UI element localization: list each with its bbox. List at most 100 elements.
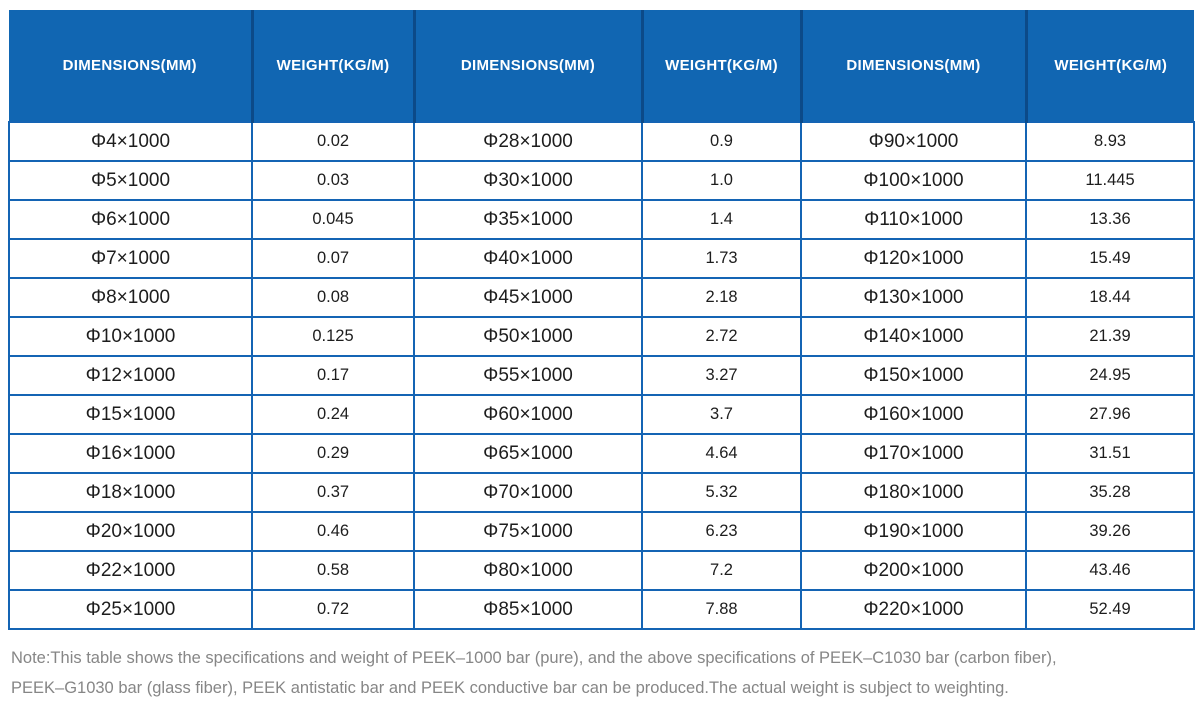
table-row: Φ25×1000 0.72 Φ85×1000 7.88 Φ220×1000 52.49 xyxy=(8,589,1195,630)
header-weight-3: WEIGHT(KG/M) xyxy=(1024,10,1194,122)
dimension-cell: Φ45×1000 xyxy=(413,277,643,318)
weight-cell: 0.07 xyxy=(251,238,415,279)
weight-cell: 3.7 xyxy=(641,394,802,435)
dimension-cell: Φ28×1000 xyxy=(413,121,643,162)
weight-cell: 0.125 xyxy=(251,316,415,357)
dimension-cell: Φ200×1000 xyxy=(800,550,1027,591)
dimension-cell: Φ60×1000 xyxy=(413,394,643,435)
dimension-cell: Φ6×1000 xyxy=(8,199,253,240)
dimension-cell: Φ85×1000 xyxy=(413,589,643,630)
dimension-cell: Φ220×1000 xyxy=(800,589,1027,630)
table-row: Φ6×1000 0.045 Φ35×1000 1.4 Φ110×1000 13.36 xyxy=(8,199,1195,240)
dimension-cell: Φ110×1000 xyxy=(800,199,1027,240)
weight-cell: 6.23 xyxy=(641,511,802,552)
weight-cell: 0.02 xyxy=(251,121,415,162)
table-row: Φ10×1000 0.125 Φ50×1000 2.72 Φ140×1000 21.39 xyxy=(8,316,1195,357)
table-row: Φ18×1000 0.37 Φ70×1000 5.32 Φ180×1000 35.28 xyxy=(8,472,1195,513)
table-row: Φ5×1000 0.03 Φ30×1000 1.0 Φ100×1000 11.445 xyxy=(8,160,1195,201)
table-row: Φ7×1000 0.07 Φ40×1000 1.73 Φ120×1000 15.49 xyxy=(8,238,1195,279)
weight-cell: 21.39 xyxy=(1025,316,1195,357)
weight-cell: 1.4 xyxy=(641,199,802,240)
weight-cell: 0.9 xyxy=(641,121,802,162)
dimension-cell: Φ80×1000 xyxy=(413,550,643,591)
weight-cell: 8.93 xyxy=(1025,121,1195,162)
dimension-cell: Φ100×1000 xyxy=(800,160,1027,201)
weight-cell: 4.64 xyxy=(641,433,802,474)
weight-cell: 0.24 xyxy=(251,394,415,435)
weight-cell: 0.17 xyxy=(251,355,415,396)
weight-cell: 7.2 xyxy=(641,550,802,591)
table-row: Φ4×1000 0.02 Φ28×1000 0.9 Φ90×1000 8.93 xyxy=(8,121,1195,162)
dimension-cell: Φ7×1000 xyxy=(8,238,253,279)
dimension-cell: Φ20×1000 xyxy=(8,511,253,552)
weight-cell: 0.46 xyxy=(251,511,415,552)
dimension-cell: Φ4×1000 xyxy=(8,121,253,162)
table-row: Φ20×1000 0.46 Φ75×1000 6.23 Φ190×1000 39.26 xyxy=(8,511,1195,552)
weight-cell: 18.44 xyxy=(1025,277,1195,318)
weight-cell: 1.0 xyxy=(641,160,802,201)
dimension-cell: Φ40×1000 xyxy=(413,238,643,279)
dimension-cell: Φ55×1000 xyxy=(413,355,643,396)
table-row: Φ16×1000 0.29 Φ65×1000 4.64 Φ170×1000 31.51 xyxy=(8,433,1195,474)
dimension-cell: Φ150×1000 xyxy=(800,355,1027,396)
dimension-cell: Φ22×1000 xyxy=(8,550,253,591)
weight-cell: 0.045 xyxy=(251,199,415,240)
dimension-cell: Φ15×1000 xyxy=(8,394,253,435)
weight-cell: 1.73 xyxy=(641,238,802,279)
dimension-cell: Φ30×1000 xyxy=(413,160,643,201)
weight-cell: 0.72 xyxy=(251,589,415,630)
weight-cell: 0.58 xyxy=(251,550,415,591)
weight-cell: 31.51 xyxy=(1025,433,1195,474)
weight-cell: 27.96 xyxy=(1025,394,1195,435)
weight-cell: 2.72 xyxy=(641,316,802,357)
weight-cell: 39.26 xyxy=(1025,511,1195,552)
dimension-cell: Φ170×1000 xyxy=(800,433,1027,474)
table-row: Φ12×1000 0.17 Φ55×1000 3.27 Φ150×1000 24.95 xyxy=(8,355,1195,396)
dimension-cell: Φ10×1000 xyxy=(8,316,253,357)
weight-cell: 0.29 xyxy=(251,433,415,474)
header-dimensions-1: DIMENSIONS(MM) xyxy=(9,10,254,122)
dimension-cell: Φ130×1000 xyxy=(800,277,1027,318)
weight-cell: 3.27 xyxy=(641,355,802,396)
header-weight-2: WEIGHT(KG/M) xyxy=(640,10,803,122)
weight-cell: 0.03 xyxy=(251,160,415,201)
weight-cell: 52.49 xyxy=(1025,589,1195,630)
weight-cell: 7.88 xyxy=(641,589,802,630)
dimension-cell: Φ160×1000 xyxy=(800,394,1027,435)
dimension-cell: Φ8×1000 xyxy=(8,277,253,318)
table-row: Φ8×1000 0.08 Φ45×1000 2.18 Φ130×1000 18.44 xyxy=(8,277,1195,318)
note-line-2: PEEK–G1030 bar (glass fiber), PEEK antis… xyxy=(11,679,1009,697)
table-body: Φ4×1000 0.02 Φ28×1000 0.9 Φ90×1000 8.93 Φ5×100… xyxy=(8,121,1195,630)
dimension-cell: Φ5×1000 xyxy=(8,160,253,201)
header-dimensions-2: DIMENSIONS(MM) xyxy=(412,10,644,122)
dimension-cell: Φ65×1000 xyxy=(413,433,643,474)
weight-cell: 24.95 xyxy=(1025,355,1195,396)
header-row: DIMENSIONS(MM) WEIGHT(KG/M) DIMENSIONS(M… xyxy=(9,10,1194,122)
weight-cell: 35.28 xyxy=(1025,472,1195,513)
note: Note:This table shows the specifications… xyxy=(11,643,1193,703)
weight-cell: 5.32 xyxy=(641,472,802,513)
weight-cell: 15.49 xyxy=(1025,238,1195,279)
dimension-cell: Φ25×1000 xyxy=(8,589,253,630)
dimension-cell: Φ180×1000 xyxy=(800,472,1027,513)
header-dimensions-3: DIMENSIONS(MM) xyxy=(799,10,1028,122)
dimension-cell: Φ75×1000 xyxy=(413,511,643,552)
weight-cell: 13.36 xyxy=(1025,199,1195,240)
weight-cell: 2.18 xyxy=(641,277,802,318)
weight-cell: 0.08 xyxy=(251,277,415,318)
dimension-cell: Φ90×1000 xyxy=(800,121,1027,162)
dimension-cell: Φ190×1000 xyxy=(800,511,1027,552)
dimension-cell: Φ70×1000 xyxy=(413,472,643,513)
header-weight-1: WEIGHT(KG/M) xyxy=(250,10,416,122)
dimension-cell: Φ120×1000 xyxy=(800,238,1027,279)
spec-table: DIMENSIONS(MM) WEIGHT(KG/M) DIMENSIONS(M… xyxy=(8,10,1195,630)
dimension-cell: Φ12×1000 xyxy=(8,355,253,396)
table-row: Φ15×1000 0.24 Φ60×1000 3.7 Φ160×1000 27.96 xyxy=(8,394,1195,435)
dimension-cell: Φ18×1000 xyxy=(8,472,253,513)
weight-cell: 11.445 xyxy=(1025,160,1195,201)
weight-cell: 0.37 xyxy=(251,472,415,513)
dimension-cell: Φ16×1000 xyxy=(8,433,253,474)
table-row: Φ22×1000 0.58 Φ80×1000 7.2 Φ200×1000 43.46 xyxy=(8,550,1195,591)
dimension-cell: Φ50×1000 xyxy=(413,316,643,357)
